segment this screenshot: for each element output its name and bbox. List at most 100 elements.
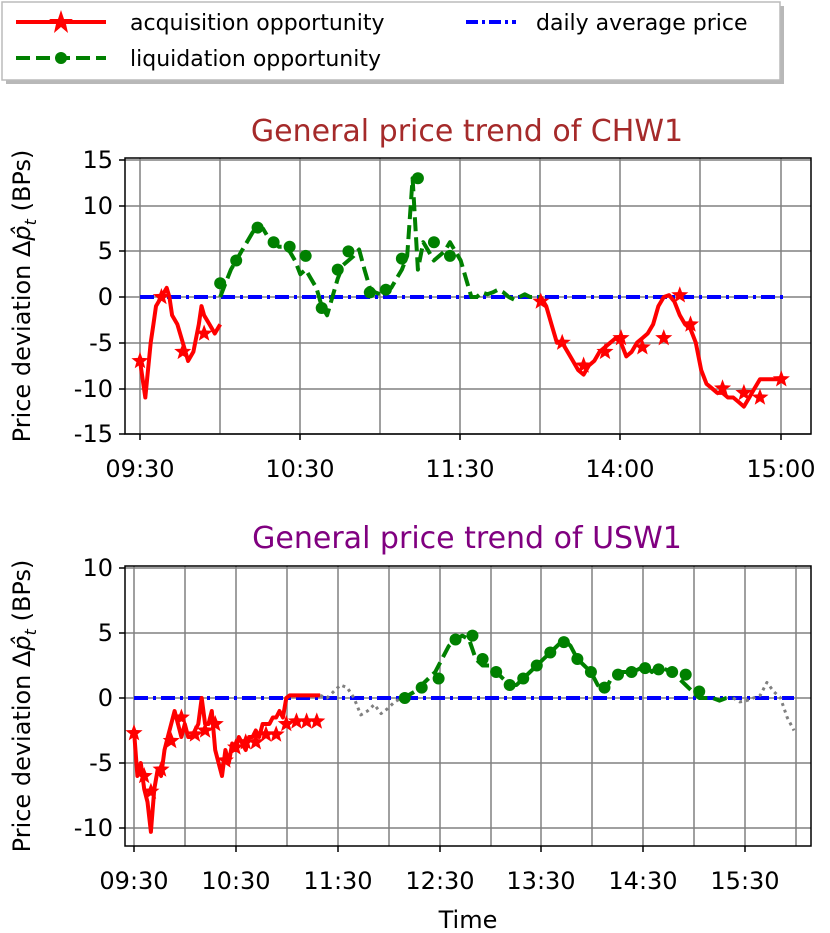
acquisition-point bbox=[135, 767, 153, 784]
acquisition-point bbox=[195, 324, 213, 341]
y-axis-label-symbol: p̂ bbox=[8, 225, 36, 241]
y-axis-label: Price deviation Δp̂t (BPs) bbox=[8, 560, 40, 853]
acquisition-point bbox=[298, 712, 316, 729]
chart-title: General price trend of USW1 bbox=[252, 521, 682, 556]
legend: acquisition opportunity liquidation oppo… bbox=[1, 1, 784, 84]
y-axis-label-unit: (BPs) bbox=[8, 560, 36, 622]
x-tick-label: 10:30 bbox=[265, 455, 334, 483]
y-axis-label: Price deviation Δp̂t (BPs) bbox=[8, 150, 40, 443]
y-tick-label: 0 bbox=[98, 684, 113, 712]
liquidation-point bbox=[503, 679, 516, 691]
legend-average: daily average price bbox=[466, 11, 748, 36]
x-tick-label: 15:30 bbox=[710, 867, 779, 895]
y-axis-label-unit: (BPs) bbox=[8, 150, 36, 212]
liquidation-point bbox=[679, 668, 692, 681]
x-axis-label: Time bbox=[438, 906, 498, 933]
acquisition-point bbox=[247, 733, 265, 750]
liquidation-point bbox=[363, 286, 376, 299]
acquisition-point bbox=[735, 383, 753, 401]
x-tick-label: 15:00 bbox=[746, 455, 815, 483]
acquisition-point bbox=[125, 724, 143, 741]
x-tick-label: 14:30 bbox=[608, 867, 677, 895]
star-marker-icon bbox=[49, 10, 73, 33]
chart-chw1: General price trend of CHW1 15 10 5 0 -5 -10 -… bbox=[8, 114, 816, 483]
liquidation-point bbox=[490, 666, 503, 678]
chart-usw1: General price trend of USW1 10 5 0 -5 -10 09… bbox=[8, 521, 812, 933]
liquidation-point bbox=[395, 252, 408, 265]
acquisition-point bbox=[216, 751, 234, 768]
liquidation-point bbox=[476, 653, 489, 665]
acquisition-point bbox=[237, 733, 255, 750]
acquisition-point bbox=[596, 342, 614, 360]
y-tick-label: 10 bbox=[82, 192, 113, 220]
legend-acquisition: acquisition opportunity bbox=[16, 10, 384, 36]
liquidation-point bbox=[283, 240, 296, 253]
y-tick-label: -15 bbox=[74, 420, 113, 448]
liquidation-point bbox=[267, 236, 280, 249]
acquisition-point bbox=[152, 288, 170, 305]
liquidation-point bbox=[449, 633, 462, 646]
legend-box bbox=[1, 1, 781, 81]
acquisition-point bbox=[633, 338, 651, 355]
liquidation-point bbox=[379, 283, 392, 296]
y-tick-labels: 10 5 0 -5 -10 bbox=[74, 554, 125, 842]
x-tick-label: 12:30 bbox=[405, 867, 474, 895]
acquisition-point bbox=[206, 715, 224, 732]
legend-average-label: daily average price bbox=[536, 11, 748, 36]
series-markers bbox=[131, 172, 790, 405]
liquidation-point bbox=[530, 659, 543, 672]
liquidation-point bbox=[517, 672, 530, 685]
y-tick-label: -10 bbox=[74, 814, 113, 842]
acquisition-point bbox=[142, 782, 160, 799]
liquidation-point bbox=[584, 666, 597, 678]
acquisition-point bbox=[308, 712, 326, 729]
plot-frame bbox=[124, 157, 812, 435]
y-tick-label: -10 bbox=[74, 375, 113, 403]
liquidation-point bbox=[315, 301, 328, 314]
other-line bbox=[319, 683, 403, 717]
acquisition-point bbox=[612, 329, 630, 346]
acquisition-point bbox=[287, 712, 305, 729]
acquisition-point bbox=[174, 342, 192, 360]
liquidation-point bbox=[652, 663, 665, 676]
acquisition-point bbox=[714, 379, 732, 396]
acquisition-point bbox=[172, 708, 190, 725]
y-tick-label: -5 bbox=[89, 749, 113, 777]
acquisition-point bbox=[575, 356, 593, 373]
acquisition-point bbox=[186, 725, 204, 742]
y-tick-label: -5 bbox=[89, 329, 113, 357]
grid bbox=[125, 566, 811, 846]
acquisition-point bbox=[131, 351, 149, 369]
acquisition-point bbox=[257, 725, 275, 742]
liquidation-point bbox=[443, 249, 456, 262]
liquidation-point bbox=[466, 629, 479, 642]
liquidation-point bbox=[214, 277, 227, 290]
liquidation-point bbox=[411, 172, 424, 185]
y-tick-label: 0 bbox=[98, 283, 113, 311]
acquisition-point bbox=[671, 286, 689, 303]
liquidation-point bbox=[598, 681, 611, 694]
liquidation-point bbox=[331, 263, 344, 276]
x-tick-label: 11:30 bbox=[425, 455, 494, 483]
acquisition-point bbox=[553, 333, 571, 350]
acquisition-point bbox=[277, 715, 295, 732]
acquisition-point bbox=[227, 738, 245, 755]
acquisition-line bbox=[539, 293, 782, 409]
acquisition-line bbox=[138, 285, 222, 400]
chart-title: General price trend of CHW1 bbox=[251, 114, 683, 149]
series-markers bbox=[125, 629, 706, 799]
liquidation-point bbox=[415, 681, 428, 694]
x-tick-label: 14:00 bbox=[585, 455, 654, 483]
liquidation-point bbox=[230, 254, 243, 267]
liquidation-point bbox=[299, 249, 312, 262]
x-tick-labels: 09:30 10:30 11:30 12:30 13:30 14:30 15:30 bbox=[99, 846, 780, 895]
legend-liquidation-label: liquidation opportunity bbox=[130, 47, 381, 72]
x-tick-label: 10:30 bbox=[201, 867, 270, 895]
liquidation-point bbox=[557, 636, 570, 649]
acquisition-point bbox=[267, 725, 285, 742]
y-tick-label: 15 bbox=[82, 146, 113, 174]
liquidation-point bbox=[427, 236, 440, 249]
y-tick-label: 10 bbox=[82, 554, 113, 582]
liquidation-point bbox=[251, 221, 264, 234]
legend-liquidation: liquidation opportunity bbox=[16, 47, 381, 72]
